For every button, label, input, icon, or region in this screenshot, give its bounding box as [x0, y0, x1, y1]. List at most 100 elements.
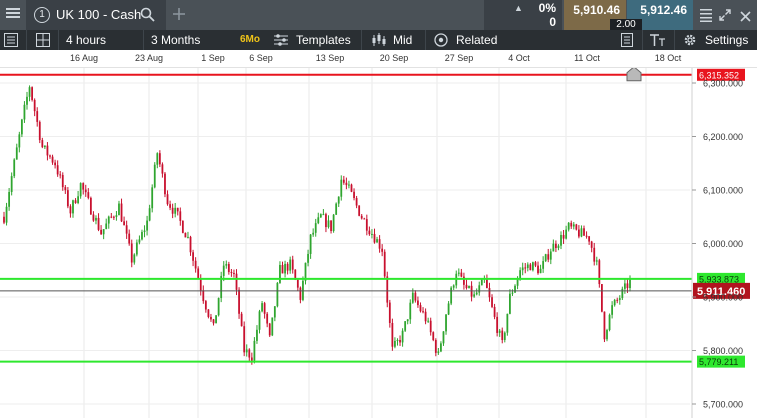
candle-body: [235, 273, 238, 290]
range-button[interactable]: 3 Months: [151, 33, 201, 47]
candle-body: [516, 278, 519, 286]
level-lines: 6,315.352 5,933.873 5,779.211 5,911.460: [0, 68, 750, 368]
price-type-button[interactable]: Mid: [393, 33, 413, 47]
top-bar: 1 UK 100 - Cash ▲ 0% 0 5,910.46 5,912.46…: [0, 0, 757, 31]
eye-icon[interactable]: [434, 33, 448, 47]
candle-body: [212, 319, 215, 324]
candle-body: [158, 153, 161, 165]
tab-uk100[interactable]: 1 UK 100 - Cash: [26, 0, 166, 30]
candle-body: [302, 280, 304, 300]
candle-body: [291, 259, 294, 270]
candle-body: [463, 276, 465, 285]
candle-body: [394, 340, 396, 347]
candle-body: [161, 164, 164, 174]
candle-body: [345, 182, 348, 186]
current-price-box: [693, 282, 750, 299]
separator: [642, 30, 643, 50]
x-tick-label: 13 Sep: [315, 53, 345, 63]
menu-icon[interactable]: [4, 0, 22, 30]
interval-button[interactable]: 4 hours: [66, 33, 107, 47]
candle-body: [258, 311, 261, 330]
candle-body: [537, 265, 539, 274]
candle-body: [243, 326, 246, 353]
sell-button[interactable]: 5,910.46: [564, 0, 626, 30]
separator: [674, 30, 675, 50]
chart-toolbar: 4 hours 3 Months 6Mo Templates Mid Relat…: [0, 30, 757, 50]
candle-body: [386, 276, 389, 303]
candle-body: [480, 279, 483, 286]
candle-body: [381, 248, 384, 252]
candle-body: [77, 196, 79, 203]
layout-grid-icon[interactable]: [36, 33, 50, 47]
candle-body: [18, 134, 21, 148]
close-icon[interactable]: [740, 9, 751, 27]
dock-icon[interactable]: [700, 8, 712, 27]
candle-body: [100, 229, 102, 235]
candle-body: [526, 264, 529, 269]
candle-body: [575, 224, 578, 230]
expand-icon[interactable]: [719, 8, 731, 26]
candle-body: [64, 187, 67, 191]
candle-body: [112, 216, 115, 218]
text-size-icon[interactable]: [650, 33, 666, 47]
candle-body: [169, 204, 171, 208]
candle-body: [340, 179, 343, 197]
candle-body: [95, 217, 97, 221]
candle-body: [266, 313, 269, 324]
candle-body: [74, 200, 77, 203]
candle-body: [572, 224, 575, 227]
candle-body: [534, 262, 537, 266]
candle-icon[interactable]: [371, 33, 387, 47]
candle-body: [606, 330, 608, 340]
templates-button[interactable]: Templates: [296, 33, 351, 47]
candle-body: [562, 234, 565, 239]
candle-body: [585, 235, 588, 237]
add-tab-icon[interactable]: [172, 7, 186, 26]
search-icon[interactable]: [140, 7, 155, 27]
x-tick-label: 18 Oct: [654, 53, 682, 63]
candle-body: [125, 225, 128, 234]
candle-body: [514, 285, 516, 293]
candle-body: [5, 206, 8, 223]
candle-body: [342, 179, 345, 183]
candle-body: [46, 145, 49, 156]
candle-body: [279, 264, 281, 283]
candle-body: [166, 194, 169, 205]
grid: [0, 68, 690, 418]
candle-body: [399, 339, 401, 343]
candle-body: [97, 217, 100, 230]
candle-body: [475, 292, 478, 295]
list-icon[interactable]: [4, 33, 18, 47]
spread-badge: 2.00: [610, 19, 642, 31]
y-tick-label: 5,800.000: [703, 346, 743, 356]
templates-icon[interactable]: [274, 33, 288, 47]
price-chart[interactable]: 6,315.352 5,933.873 5,779.211 5,911.460 5,7…: [0, 68, 757, 418]
notes-icon[interactable]: [620, 33, 634, 47]
candle-body: [250, 357, 253, 361]
candle-body: [171, 207, 174, 214]
candle-body: [176, 207, 179, 212]
candle-body: [202, 290, 205, 302]
buy-button[interactable]: 5,912.46: [627, 0, 693, 30]
candle-body: [33, 99, 36, 112]
x-tick-label: 20 Sep: [379, 53, 409, 63]
candle-body: [388, 302, 391, 323]
candle-body: [115, 215, 118, 217]
related-button[interactable]: Related: [456, 33, 498, 47]
candle-body: [56, 165, 59, 175]
candle-body: [304, 262, 307, 281]
candle-body: [143, 230, 146, 232]
candle-body: [488, 288, 491, 298]
candle-body: [532, 262, 534, 271]
separator: [425, 30, 426, 50]
candle-body: [319, 214, 322, 218]
candle-body: [616, 299, 619, 301]
tab-number: 1: [34, 7, 50, 23]
settings-button[interactable]: Settings: [705, 33, 749, 47]
gear-icon[interactable]: [683, 33, 697, 47]
candle-body: [552, 243, 555, 252]
y-tick-label: 5,900.000: [703, 293, 743, 303]
candle-body: [598, 260, 601, 285]
candle-body: [215, 315, 217, 324]
candle-body: [26, 96, 28, 105]
